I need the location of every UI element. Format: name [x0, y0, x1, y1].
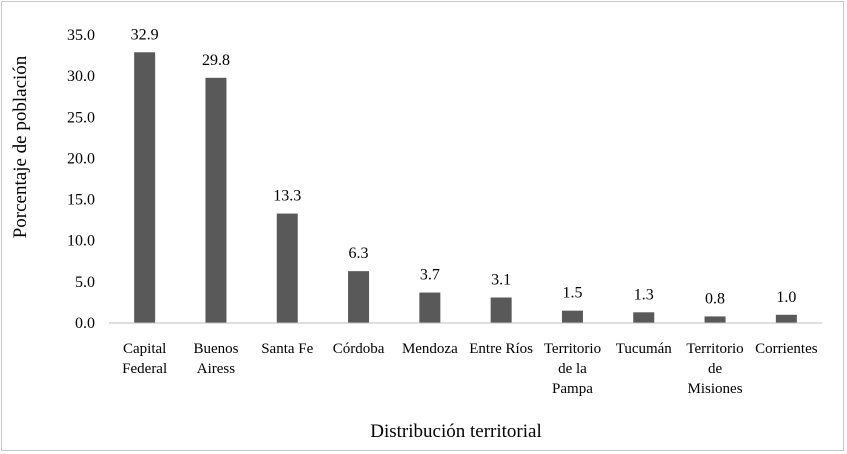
- data-label: 6.3: [349, 245, 369, 262]
- bar: [419, 292, 441, 323]
- category-label: de la: [558, 361, 587, 377]
- bar: [276, 213, 298, 323]
- category-label: Córdoba: [333, 341, 385, 357]
- y-axis-ticks: 0.0 5.0 10.0 15.0 20.0 25.0 30.0 35.0: [67, 27, 95, 332]
- y-tick-label: 20.0: [67, 150, 95, 167]
- category-label: Territorio: [544, 341, 601, 357]
- category-label: Capital: [123, 341, 166, 357]
- y-tick-label: 10.0: [67, 233, 95, 250]
- data-label: 0.8: [705, 290, 725, 307]
- bar: [134, 52, 156, 323]
- category-label: Corrientes: [755, 341, 818, 357]
- category-label: Airess: [197, 361, 235, 377]
- category-label: Mendoza: [402, 341, 458, 357]
- bar: [633, 312, 655, 323]
- y-tick-label: 5.0: [75, 274, 95, 291]
- category-label: de: [708, 361, 723, 377]
- data-label: 1.0: [776, 289, 796, 306]
- category-label: Tucumán: [616, 341, 673, 357]
- category-labels: Capital Federal Buenos Airess Santa Fe Córdob…: [122, 341, 818, 397]
- y-tick-label: 35.0: [67, 27, 95, 44]
- data-label: 3.1: [491, 271, 511, 288]
- bar: [205, 77, 227, 323]
- category-label: Territorio: [686, 341, 743, 357]
- y-tick-label: 30.0: [67, 68, 95, 85]
- x-axis-title: Distribución territorial: [370, 421, 541, 442]
- data-label: 1.3: [634, 286, 654, 303]
- category-label: Pampa: [552, 381, 593, 397]
- bar: [348, 271, 370, 323]
- y-tick-label: 25.0: [67, 109, 95, 126]
- data-label: 32.9: [131, 26, 159, 43]
- data-labels: 32.9 29.8 13.3 6.3 3.7 3.1 1.5 1.3 0.8 1.0: [131, 26, 797, 307]
- category-label: Misiones: [688, 381, 743, 397]
- data-label: 29.8: [202, 52, 230, 69]
- y-tick-label: 15.0: [67, 192, 95, 209]
- bar: [704, 316, 726, 323]
- category-label: Federal: [122, 361, 167, 377]
- data-label: 1.5: [562, 285, 582, 302]
- category-label: Buenos: [193, 341, 238, 357]
- bar: [775, 314, 797, 323]
- category-label: Santa Fe: [261, 341, 313, 357]
- data-label: 13.3: [273, 188, 301, 205]
- category-label: Entre Ríos: [469, 341, 533, 357]
- y-tick-label: 0.0: [75, 315, 95, 332]
- y-axis-title: Porcentaje de población: [10, 55, 31, 238]
- data-label: 3.7: [420, 267, 440, 284]
- bar: [490, 297, 512, 323]
- bar: [561, 310, 583, 323]
- bars: [134, 52, 797, 323]
